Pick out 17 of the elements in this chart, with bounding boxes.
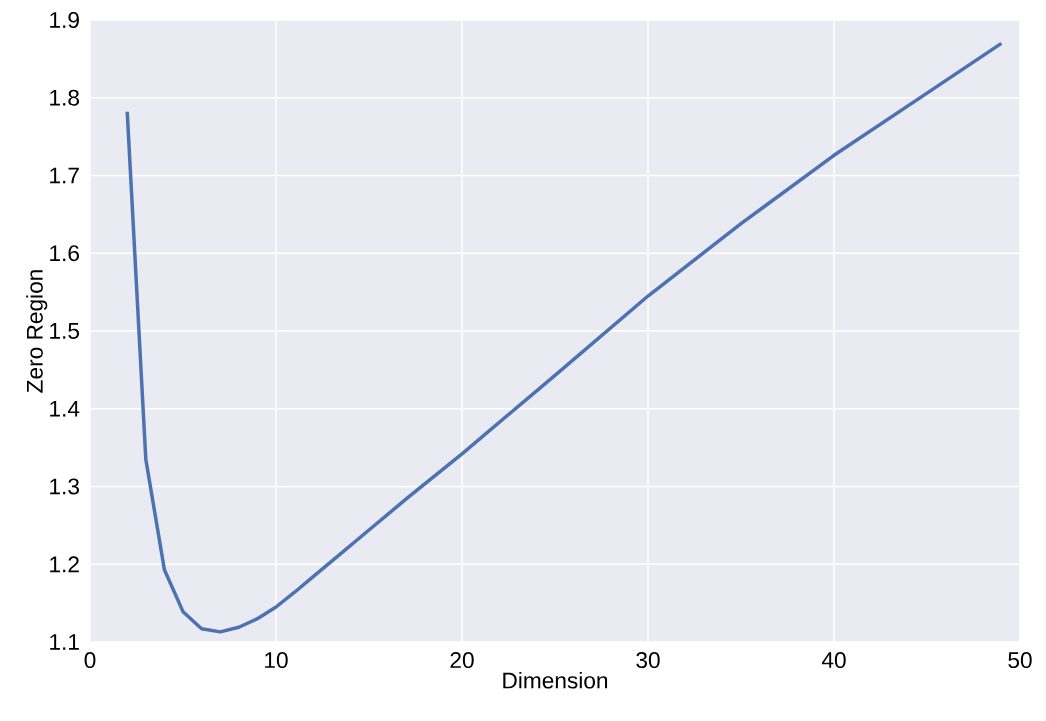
x-tick-label: 40 [821,652,846,669]
x-axis-title: Dimension [503,671,608,689]
y-tick-label: 1.2 [50,556,79,573]
y-tick-label: 1.6 [50,245,79,262]
x-tick-label: 30 [636,652,660,669]
x-tick-label: 10 [265,652,288,669]
y-tick-label: 1.5 [50,323,80,339]
y-tick-label: 1.1 [50,634,79,650]
y-tick-label: 1.9 [50,11,79,29]
y-tick-label: 1.4 [50,400,80,417]
x-tick-label: 20 [450,652,474,669]
y-tick-label: 1.7 [50,167,79,184]
x-tick-label: 0 [84,652,96,669]
x-tick-label: 50 [1008,652,1032,669]
y-tick-label: 1.8 [50,89,79,106]
y-axis-title: Zero Region [26,270,48,393]
y-tick-label: 1.3 [50,478,79,495]
